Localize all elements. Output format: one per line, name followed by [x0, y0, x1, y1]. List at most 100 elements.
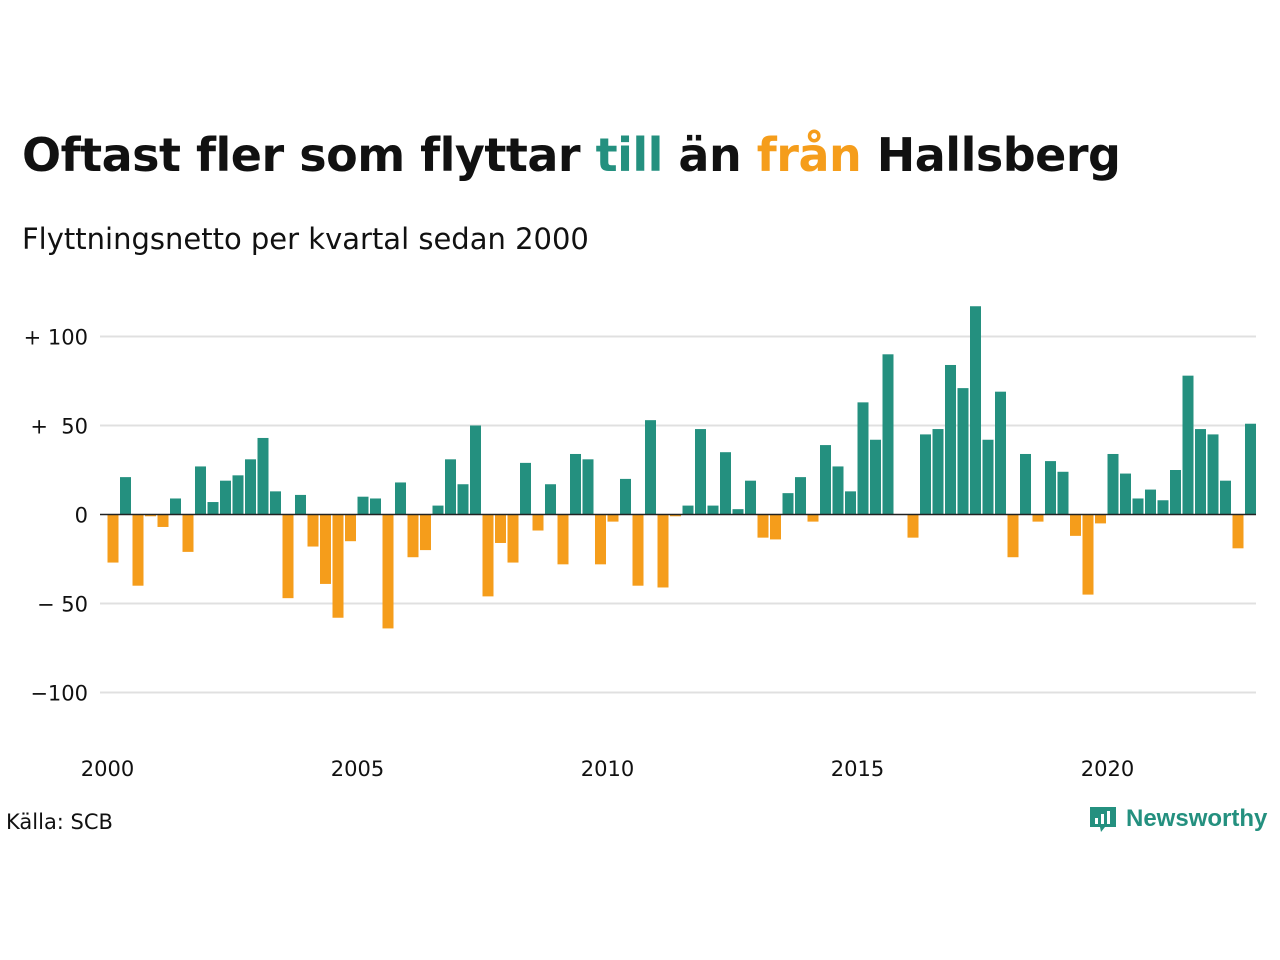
bar [1145, 489, 1156, 515]
y-tick-label: 0 [75, 504, 88, 528]
bar [1170, 470, 1181, 515]
bar [420, 514, 431, 551]
bar [732, 509, 744, 515]
bar [157, 514, 169, 527]
bar [120, 477, 131, 515]
bar [332, 514, 344, 618]
bar [1020, 453, 1031, 515]
bar [970, 306, 981, 515]
bar [770, 514, 781, 540]
bar [907, 514, 919, 538]
bar [632, 514, 644, 586]
source-note: Källa: SCB [6, 810, 113, 834]
bar [757, 514, 769, 538]
y-tick-label: + 50 [30, 415, 88, 439]
bar-chart: + 100 + 50 0 − 50 −100 2000 2005 2010 2015 2020 [24, 306, 1256, 781]
bar [220, 480, 231, 515]
bar [495, 514, 506, 543]
bar [207, 502, 219, 515]
bar [570, 453, 581, 515]
bar [707, 505, 719, 515]
bar [932, 429, 944, 515]
bar [945, 364, 956, 515]
brand-name: Newsworthy [1126, 805, 1268, 832]
bar [195, 466, 206, 515]
title-text-2: än [662, 128, 757, 182]
bar [1120, 473, 1131, 515]
bar [882, 354, 894, 515]
bar [1107, 453, 1119, 515]
chart-subtitle: Flyttningsnetto per kvartal sedan 2000 [22, 222, 589, 256]
y-tick-label: − 50 [37, 593, 88, 617]
bar [107, 514, 119, 563]
bar [1045, 461, 1056, 515]
x-tick-label: 2000 [81, 757, 134, 781]
bar [782, 493, 794, 515]
bar [595, 514, 606, 565]
bar [1232, 514, 1244, 549]
bar [557, 514, 569, 565]
bar [995, 391, 1006, 515]
bar [295, 494, 306, 515]
bar [795, 477, 806, 515]
title-text-3: Hallsberg [861, 128, 1121, 182]
bar [432, 505, 444, 515]
bar [370, 498, 381, 515]
bar [457, 484, 469, 515]
bar [470, 425, 481, 515]
y-tick-label: −100 [30, 682, 88, 706]
bar [695, 429, 706, 515]
bar [257, 437, 269, 515]
bar [1007, 514, 1019, 558]
bar [645, 420, 656, 515]
bar [682, 505, 694, 515]
bar [282, 514, 294, 599]
bar [1195, 429, 1206, 515]
bar [232, 475, 244, 515]
bar [670, 514, 681, 517]
bar [345, 514, 356, 542]
bar [382, 514, 394, 629]
bar [1095, 514, 1106, 524]
bar [182, 514, 194, 552]
bar [507, 514, 519, 563]
x-tick-label: 2010 [581, 757, 634, 781]
bar [1245, 423, 1256, 515]
x-tick-label: 2020 [1081, 757, 1134, 781]
y-tick-label: + 100 [24, 326, 88, 350]
bar [320, 514, 331, 584]
bar [857, 402, 869, 515]
bar [170, 498, 181, 515]
bar [1032, 514, 1044, 522]
bar [657, 514, 669, 588]
title-text-1: Oftast fler som flyttar [22, 128, 596, 182]
bar [870, 439, 881, 515]
bar [1207, 434, 1219, 515]
bar [1157, 500, 1169, 515]
bar [745, 480, 756, 515]
x-tick-label: 2005 [331, 757, 384, 781]
bar [807, 514, 819, 522]
newsworthy-logo: Newsworthy [1088, 804, 1267, 834]
bar [1070, 514, 1081, 536]
bar [545, 484, 556, 515]
bar [982, 439, 994, 515]
bar [832, 466, 844, 515]
bar [1082, 514, 1094, 595]
bar [957, 388, 969, 515]
bar [720, 452, 731, 515]
bar [145, 514, 156, 517]
bar [245, 459, 256, 515]
bar [407, 514, 419, 558]
bar [445, 459, 456, 515]
bar [845, 491, 856, 515]
bar [482, 514, 494, 597]
bar [270, 491, 281, 515]
bar [607, 514, 619, 522]
bar [1182, 375, 1194, 515]
bar [620, 478, 631, 515]
bar [1132, 498, 1144, 515]
bar [132, 514, 144, 586]
newsworthy-logo-icon [1090, 807, 1116, 832]
bar [307, 514, 319, 547]
